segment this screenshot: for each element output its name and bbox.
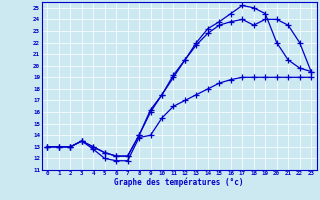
X-axis label: Graphe des températures (°c): Graphe des températures (°c) <box>115 178 244 187</box>
